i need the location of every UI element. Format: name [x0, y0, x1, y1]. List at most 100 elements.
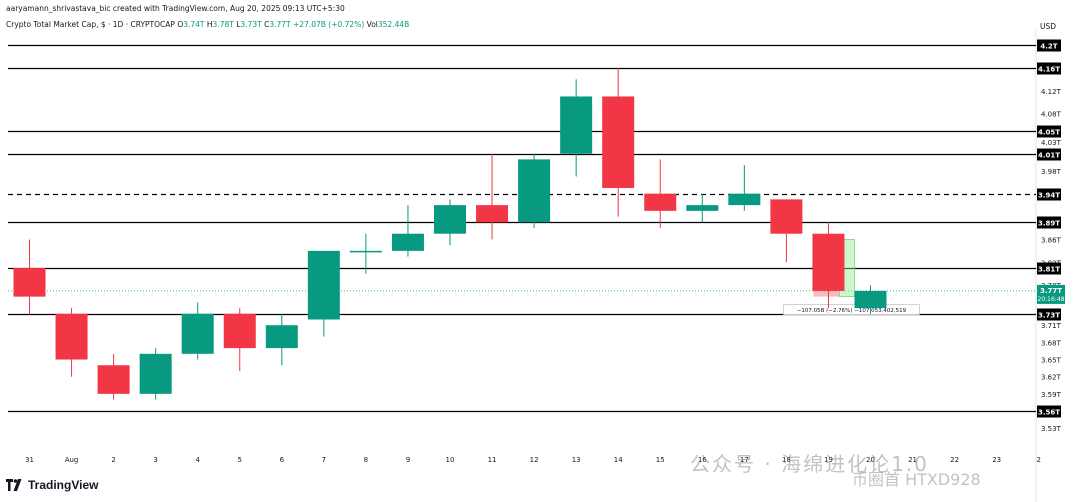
symbol-name: Crypto Total Market Cap, $ · 1D · CRYPTO…	[6, 20, 175, 29]
high-value: 3.78T	[212, 20, 234, 29]
x-axis-tick-label: 21	[908, 456, 917, 464]
y-axis-tick-label: 3.65T	[1041, 357, 1062, 365]
x-axis-tick-label: 17	[740, 456, 749, 464]
x-axis-tick-label: 2	[1036, 456, 1040, 464]
x-axis-tick-label: 6	[280, 456, 285, 464]
x-axis-tick-label: 13	[572, 456, 581, 464]
candle-body[interactable]	[728, 193, 761, 206]
candle-body[interactable]	[265, 325, 298, 349]
level-price-tag	[1037, 62, 1061, 75]
close-label: C	[264, 20, 270, 29]
symbol-legend[interactable]: Crypto Total Market Cap, $ · 1D · CRYPTO…	[6, 20, 409, 29]
x-axis-tick-label: 7	[322, 456, 326, 464]
y-axis-tick-label: 3.86T	[1041, 236, 1062, 244]
watermark-text-2: 币圈首 HTXD928	[852, 470, 981, 489]
x-axis-tick-label: 3	[153, 456, 157, 464]
y-axis-tick-label: 4.03T	[1041, 139, 1062, 147]
candle-body[interactable]	[307, 250, 340, 320]
tradingview-logo-icon	[6, 479, 22, 491]
measure-readout-box	[783, 304, 920, 315]
y-axis-tick-label: 3.62T	[1041, 374, 1062, 382]
chart-byline: aaryamann_shrivastava_bic created with T…	[6, 4, 345, 13]
watermark-text: 公众号 · 海绵进化论1.0	[690, 452, 929, 476]
close-value: 3.77T	[269, 20, 291, 29]
candle-body[interactable]	[518, 159, 551, 223]
x-axis-tick-label: 15	[656, 456, 665, 464]
low-value: 3.73T	[240, 20, 262, 29]
y-axis-tick-label: 4.08T	[1041, 111, 1062, 119]
level-price-tag	[1037, 188, 1061, 201]
tradingview-logo[interactable]: TradingView	[6, 478, 98, 492]
x-axis-tick-label: 12	[530, 456, 539, 464]
y-axis-tick-label: 3.98T	[1041, 168, 1062, 176]
currency-label[interactable]: USD	[1039, 22, 1056, 31]
candle-body[interactable]	[97, 365, 130, 394]
bar-countdown-label: 20:16:48	[1038, 296, 1065, 303]
x-axis-tick-label: 14	[614, 456, 623, 464]
level-price-tag	[1037, 216, 1061, 229]
level-price-tag	[1037, 405, 1061, 418]
low-label: L	[236, 20, 241, 29]
y-axis-tick-label: 3.68T	[1041, 339, 1062, 347]
y-axis-tick-label: 3.53T	[1041, 425, 1062, 433]
measure-readout: −107.05B (−2.76%) −107,053,402,519	[797, 308, 907, 314]
x-axis-tick-label: 31	[25, 456, 34, 464]
volume-label: Vol	[366, 20, 378, 29]
level-price-label: 3.56T	[1038, 409, 1060, 417]
x-axis-tick-label: 23	[992, 456, 1001, 464]
x-axis-tick-label: 19	[824, 456, 833, 464]
candle-body[interactable]	[139, 353, 172, 394]
candle-body[interactable]	[391, 233, 424, 251]
candle-body[interactable]	[434, 205, 466, 234]
x-axis-tick-label: Aug	[65, 456, 79, 464]
x-axis-tick-label: 8	[364, 456, 368, 464]
x-axis-tick-label: 4	[195, 456, 200, 464]
tradingview-logo-text: TradingView	[28, 478, 99, 492]
level-price-label: 3.89T	[1038, 220, 1060, 228]
candle-body[interactable]	[223, 313, 256, 349]
candle-body[interactable]	[812, 233, 845, 291]
level-price-tag	[1037, 262, 1061, 275]
candle-body[interactable]	[560, 96, 593, 154]
candle-body[interactable]	[349, 250, 382, 253]
x-axis-tick-label: 5	[238, 456, 242, 464]
x-axis-tick-label: 16	[698, 456, 707, 464]
high-label: H	[206, 20, 213, 29]
candle-body[interactable]	[644, 193, 677, 211]
x-axis-tick-label: 2	[111, 456, 115, 464]
level-price-label: 4.2T	[1040, 43, 1057, 51]
x-axis-tick-label: 18	[782, 456, 791, 464]
y-axis-tick-label: 3.71T	[1041, 322, 1062, 330]
level-price-tag	[1037, 125, 1061, 138]
y-axis-tick-label: 4.12T	[1041, 88, 1062, 96]
last-price-label: 3.77T	[1040, 287, 1062, 295]
candle-body[interactable]	[55, 313, 88, 360]
candle-body[interactable]	[770, 199, 803, 234]
candle-body[interactable]	[181, 313, 214, 354]
level-price-tag	[1037, 148, 1061, 161]
candle-body[interactable]	[476, 205, 509, 223]
candle-body[interactable]	[686, 205, 719, 211]
x-axis-tick-label: 11	[488, 456, 497, 464]
level-price-label: 3.94T	[1038, 192, 1060, 200]
level-price-label: 3.81T	[1038, 266, 1060, 274]
candle-body[interactable]	[13, 268, 46, 297]
candle-body[interactable]	[602, 96, 635, 188]
level-price-label: 4.16T	[1038, 66, 1060, 74]
open-value: 3.74T	[183, 20, 205, 29]
x-axis-tick-label: 22	[950, 456, 959, 464]
level-price-tag	[1037, 308, 1061, 321]
level-price-tag	[1037, 39, 1061, 52]
candle-body[interactable]	[854, 290, 887, 309]
level-price-label: 4.05T	[1038, 129, 1060, 137]
open-label: O	[177, 20, 184, 29]
volume-value: 352.44B	[377, 20, 410, 29]
x-axis-tick-label: 10	[446, 456, 455, 464]
level-price-label: 4.01T	[1038, 152, 1060, 160]
level-price-label: 3.73T	[1038, 312, 1060, 320]
y-axis-tick-label: 3.59T	[1041, 391, 1062, 399]
change-value: +27.07B (+0.72%)	[293, 20, 365, 29]
x-axis-tick-label: 9	[406, 456, 410, 464]
last-price-tag	[1037, 284, 1065, 304]
